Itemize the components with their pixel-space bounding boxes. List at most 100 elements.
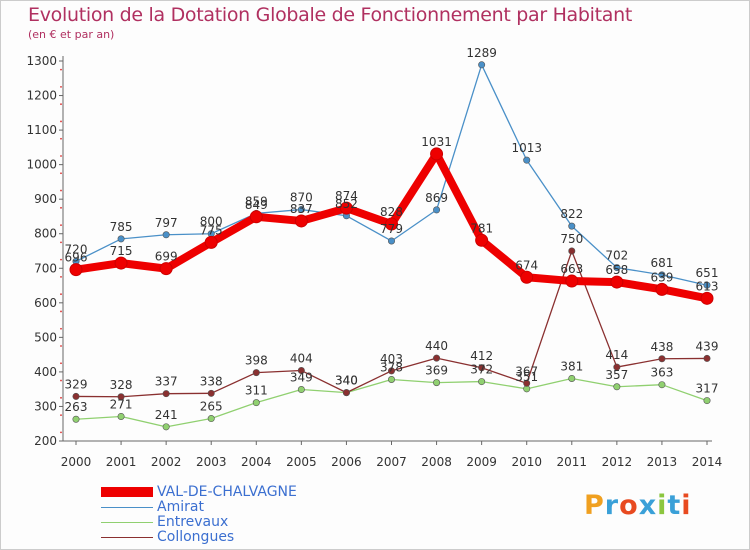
y-minor-dot [60,362,62,365]
data-point [568,222,576,230]
proxiti-logo: Proxiti [584,490,692,521]
data-label: 869 [425,191,448,205]
data-label: 271 [110,397,133,411]
y-minor-dot [60,276,62,278]
data-label: 367 [515,364,538,378]
data-label: 311 [245,384,268,398]
x-tick-label: 2004 [241,455,272,469]
chart-subtitle: (en € et par an) [28,28,115,41]
data-point [703,354,711,362]
y-tick-label: 600 [34,296,57,310]
y-tick-label: 700 [34,261,57,275]
data-label: 849 [245,198,268,212]
legend-swatch-entrevaux [101,522,153,523]
data-label: 702 [605,249,628,263]
data-label: 338 [200,374,223,388]
data-label: 699 [155,250,178,264]
data-label: 613 [696,279,719,293]
y-minor-dot [60,258,62,261]
y-minor-dot [60,86,62,88]
data-label: 439 [696,339,719,353]
y-minor-dot [60,120,62,123]
x-tick-label: 2006 [331,455,362,469]
data-point [478,364,486,372]
data-label: 1031 [421,135,452,149]
y-minor-dot [60,172,62,175]
y-tick-label: 1100 [26,123,57,137]
data-point [162,423,170,431]
data-point [117,235,125,243]
data-point [252,369,260,377]
data-point [252,399,260,407]
data-point [387,367,395,375]
x-tick-label: 2010 [511,455,542,469]
data-label: 800 [200,215,223,229]
data-label: 681 [650,256,673,270]
data-label: 351 [515,370,538,384]
y-minor-dot [60,293,62,296]
legend-label-entrevaux: Entrevaux [157,514,229,530]
data-label: 340 [335,374,358,388]
y-minor-dot [60,310,62,313]
data-point [117,393,125,401]
data-label: 1013 [511,141,542,155]
y-minor-dot [60,327,62,330]
y-tick-label: 1000 [26,158,57,172]
data-label: 381 [560,359,583,373]
data-point [114,256,128,270]
data-label: 349 [290,371,313,385]
x-tick-label: 2009 [466,455,497,469]
y-minor-dot [60,414,62,416]
data-label: 859 [245,194,268,208]
x-tick-label: 2003 [196,455,227,469]
data-point [433,379,441,387]
x-tick-label: 2008 [421,455,452,469]
data-point [339,201,353,215]
data-label: 414 [605,348,628,362]
legend-label-val-de-chalvagne: VAL-DE-CHALVAGNE [157,484,297,500]
data-point [613,363,621,371]
data-point [117,412,125,420]
data-point [610,275,624,289]
y-tick-label: 1300 [26,54,57,68]
x-tick-label: 2011 [557,455,588,469]
logo-letter: r [604,490,620,521]
x-tick-label: 2013 [647,455,678,469]
data-point [433,354,441,362]
data-point [703,397,711,405]
data-point [568,374,576,382]
data-point [523,379,531,387]
y-minor-dot [60,379,62,382]
data-label: 828 [380,205,403,219]
data-point [478,378,486,386]
data-label: 720 [65,242,88,256]
data-label: 775 [200,223,223,237]
data-label: 412 [470,349,493,363]
y-tick-label: 1200 [26,89,57,103]
data-point [207,389,215,397]
data-point [658,381,666,389]
data-label: 852 [335,197,358,211]
logo-letter: t [667,490,682,521]
data-label: 651 [696,266,719,280]
data-label: 696 [65,251,88,265]
data-point [655,282,669,296]
data-label: 779 [380,222,403,236]
legend-label-amirat: Amirat [157,499,204,515]
data-point [433,206,441,214]
y-minor-dot [60,206,62,209]
data-label: 398 [245,354,268,368]
logo-letter: x [638,490,658,521]
data-label: 265 [200,400,223,414]
data-label: 372 [470,363,493,377]
y-tick-label: 800 [34,227,57,241]
legend-label-collongues: Collongues [157,529,235,545]
data-point [387,237,395,245]
y-minor-dot [60,345,62,347]
logo-letter: i [681,490,692,521]
data-label: 797 [155,216,178,230]
x-tick-label: 2000 [61,455,92,469]
data-label: 241 [155,408,178,422]
y-minor-dot [60,396,62,399]
data-label: 263 [65,400,88,414]
